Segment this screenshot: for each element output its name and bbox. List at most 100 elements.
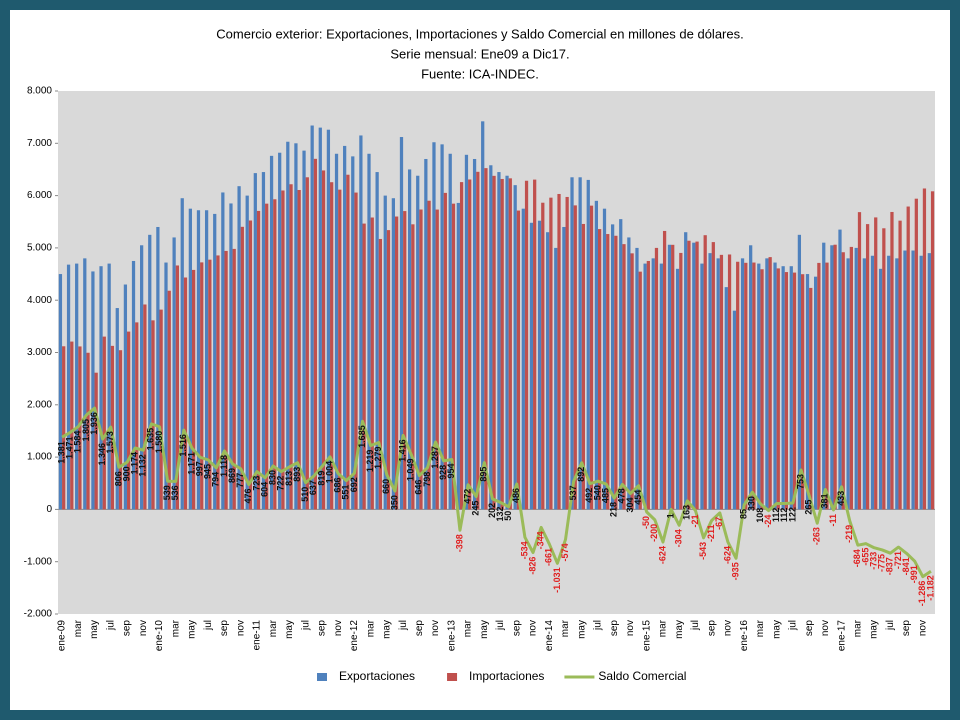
bar (602, 208, 607, 510)
x-tick-label: mar (170, 619, 181, 637)
bar (513, 185, 517, 510)
bar (472, 158, 477, 510)
x-tick-label: nov (430, 620, 441, 636)
y-tick-label: 5.000 (27, 243, 52, 254)
data-label: 1.573 (105, 431, 115, 454)
bar (91, 271, 95, 510)
data-label: -24 (763, 515, 773, 528)
data-label: 900 (121, 466, 131, 481)
data-label: -211 (706, 524, 716, 542)
x-tick-label: nov (528, 620, 539, 636)
chart-title: Comercio exterior: Exportaciones, Import… (216, 26, 743, 41)
bar (143, 304, 147, 510)
bar (468, 179, 472, 510)
bar (716, 258, 720, 510)
bar (562, 226, 566, 510)
bar (695, 241, 699, 510)
bar (343, 145, 347, 510)
bar (432, 142, 436, 510)
bar (825, 262, 829, 510)
bar (378, 238, 383, 510)
data-label: -935 (730, 562, 740, 580)
data-label: 1.936 (89, 412, 99, 435)
bar (586, 179, 590, 510)
bar (651, 258, 655, 510)
bar (484, 168, 488, 510)
bar (489, 165, 493, 510)
bar (570, 177, 574, 510)
bar (66, 264, 71, 510)
x-tick-label: sep (122, 620, 133, 637)
data-label: 777 (235, 473, 245, 488)
bar (359, 135, 363, 510)
y-tick-label: -2.000 (24, 609, 53, 620)
y-tick-label: 3.000 (27, 347, 52, 358)
bar (208, 259, 212, 510)
x-tick-label: ene-16 (739, 620, 750, 652)
bar (711, 242, 715, 510)
data-label: 892 (576, 467, 586, 482)
bar (476, 171, 480, 510)
data-label: -1.286 (917, 581, 927, 607)
bar (180, 198, 184, 510)
bar (895, 258, 899, 510)
data-label: 85 (739, 509, 749, 519)
bar (459, 182, 464, 510)
x-tick-label: jul (105, 620, 116, 631)
bar (765, 258, 769, 510)
x-tick-label: sep (609, 620, 620, 637)
bar (204, 210, 209, 510)
x-tick-label: mar (268, 619, 279, 637)
bar (768, 257, 772, 510)
bar (140, 245, 144, 510)
data-label: -200 (649, 524, 659, 542)
bar (261, 172, 266, 510)
bar (256, 210, 261, 510)
bar (581, 223, 586, 510)
bar (229, 203, 233, 510)
bar (732, 310, 737, 510)
bar (200, 262, 204, 510)
bar (131, 260, 136, 510)
bar (456, 202, 460, 510)
data-label: 476 (243, 489, 253, 504)
data-label: 1.416 (397, 439, 407, 462)
bar (424, 158, 428, 510)
bar (237, 186, 241, 510)
x-tick-label: ene-13 (446, 620, 457, 652)
legend-label: Saldo Comercial (598, 669, 686, 683)
data-label: 132 (495, 506, 505, 521)
legend-label: Exportaciones (339, 669, 415, 683)
data-label: 794 (211, 472, 221, 487)
data-label: 1.049 (406, 459, 416, 482)
x-tick-label: ene-17 (836, 620, 847, 652)
bar (516, 210, 521, 510)
bar (557, 193, 561, 510)
data-label: 722 (276, 476, 286, 491)
bar (448, 153, 452, 510)
data-label: 660 (381, 479, 391, 494)
bar (554, 247, 558, 510)
bar (703, 235, 707, 510)
data-label: -1.182 (925, 575, 935, 601)
y-tick-label: 1.000 (27, 452, 52, 463)
bar (148, 234, 152, 510)
bar (622, 244, 626, 510)
bar (919, 255, 923, 510)
bar (464, 154, 469, 510)
bar (164, 262, 168, 510)
data-label: 819 (316, 471, 326, 486)
bar (334, 153, 339, 510)
data-label: 813 (284, 471, 294, 486)
bar (589, 205, 594, 510)
bar (286, 141, 290, 510)
bar (874, 217, 878, 510)
x-tick-label: may (869, 620, 880, 639)
bar (505, 175, 509, 510)
bar (159, 309, 163, 510)
data-label: -534 (519, 541, 529, 559)
bar (213, 213, 217, 510)
bar (62, 346, 66, 510)
bar (354, 192, 358, 510)
